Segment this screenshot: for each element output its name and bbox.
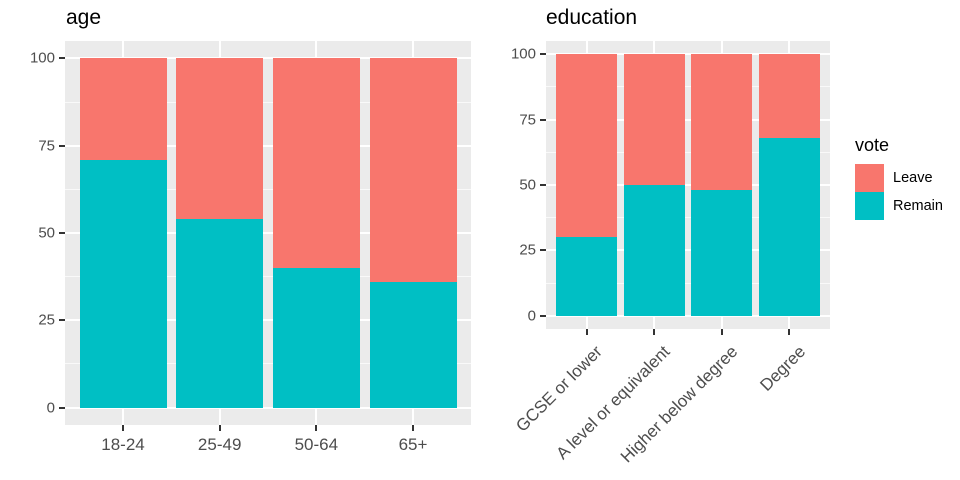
x-axis-tick	[585, 329, 588, 335]
x-tick-label: 50-64	[294, 435, 339, 454]
legend-label-leave: Leave	[893, 170, 933, 186]
y-axis-tick	[540, 249, 546, 252]
y-axis-tick	[59, 232, 65, 234]
h-gridline-major	[65, 319, 471, 322]
y-tick-label: 50	[38, 224, 55, 242]
y-tick-label: 0	[527, 307, 536, 325]
y-tick-label: 0	[46, 399, 55, 417]
y-axis-tick	[59, 144, 65, 147]
y-tick-label: 25	[38, 311, 55, 329]
bar-segment-leave	[369, 58, 457, 282]
h-gridline-minor	[546, 151, 830, 153]
h-gridline-minor	[65, 188, 471, 190]
y-axis-tick	[540, 118, 546, 121]
h-gridline-minor	[65, 363, 471, 365]
x-axis-tick	[653, 329, 656, 335]
y-axis-tick	[59, 57, 65, 60]
x-axis-tick	[122, 425, 124, 431]
h-gridline-major	[546, 53, 830, 56]
h-gridline-minor	[65, 101, 471, 103]
x-axis-tick	[218, 425, 221, 431]
y-axis-tick	[540, 53, 546, 56]
y-tick-label: 75	[519, 111, 536, 129]
facet-title-education: education	[546, 6, 638, 29]
bar-segment-leave	[623, 54, 685, 185]
bar-segment-leave	[691, 54, 753, 191]
legend-label-remain: Remain	[893, 198, 943, 214]
bar-segment-remain	[272, 267, 360, 408]
y-tick-label: 25	[519, 241, 536, 259]
bar-segment-remain	[691, 190, 753, 316]
h-gridline-minor	[65, 276, 471, 278]
bar-segment-remain	[369, 281, 457, 408]
h-gridline-major	[546, 184, 830, 186]
bar-segment-remain	[759, 137, 820, 316]
leave-color-swatch	[855, 164, 884, 192]
legend: vote Leave Remain	[855, 133, 943, 220]
x-tick-label: A level or equivalent	[552, 342, 674, 464]
x-axis-tick	[788, 329, 791, 335]
y-axis-tick	[540, 314, 546, 317]
legend-title: vote	[855, 135, 890, 155]
y-tick-label: 75	[38, 137, 55, 155]
x-axis-tick	[412, 425, 414, 431]
h-gridline-major	[65, 232, 471, 234]
h-gridline-major	[65, 144, 471, 147]
x-tick-label: Higher below degree	[616, 342, 742, 467]
bar-segment-remain	[556, 237, 617, 316]
y-tick-label: 100	[510, 45, 536, 63]
x-tick-label: 25-49	[197, 435, 242, 454]
facet-title-age: age	[66, 6, 102, 29]
remain-color-swatch	[855, 192, 884, 220]
h-gridline-minor	[546, 282, 830, 284]
bar-segment-remain	[176, 219, 264, 408]
x-tick-label: Degree	[755, 342, 809, 395]
bar-segment-leave	[556, 54, 617, 238]
bar-segment-leave	[176, 58, 264, 220]
h-gridline-major	[546, 249, 830, 252]
x-tick-label: 18-24	[101, 435, 145, 454]
h-gridline-minor	[546, 86, 830, 88]
x-axis-tick	[720, 329, 723, 335]
bar-segment-leave	[759, 54, 820, 138]
h-gridline-major	[65, 406, 471, 409]
y-axis-tick	[59, 406, 65, 409]
bar-segment-remain	[79, 159, 167, 408]
h-gridline-minor	[546, 217, 830, 219]
h-gridline-major	[65, 57, 471, 60]
legend-item-remain: Remain	[855, 192, 943, 220]
bar-segment-remain	[623, 185, 685, 316]
h-gridline-major	[546, 314, 830, 317]
legend-item-leave: Leave	[855, 164, 943, 192]
bar-segment-leave	[272, 58, 360, 268]
h-gridline-major	[546, 118, 830, 121]
y-tick-label: 100	[29, 49, 55, 67]
bar-segment-leave	[79, 58, 167, 160]
y-axis-tick	[59, 319, 65, 322]
x-axis-tick	[315, 425, 318, 431]
y-axis-tick	[540, 184, 546, 186]
y-tick-label: 50	[519, 176, 536, 194]
x-tick-label: 65+	[398, 435, 428, 454]
